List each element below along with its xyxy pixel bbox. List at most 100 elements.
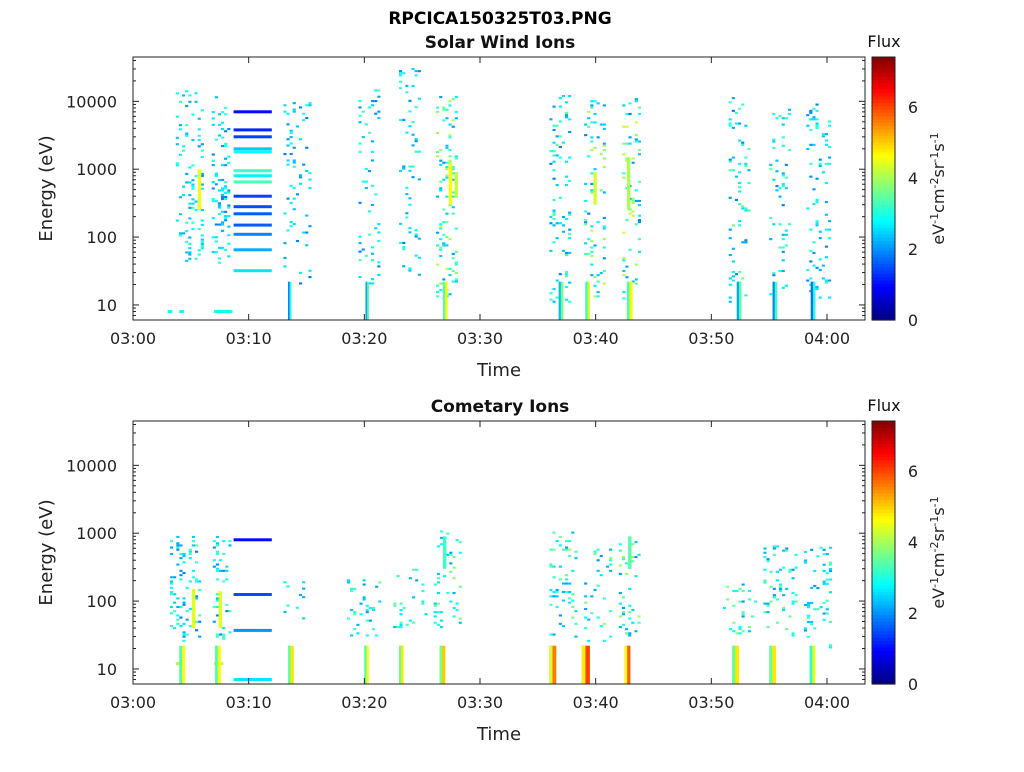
colorbar-step <box>872 267 895 272</box>
flux-cell <box>367 131 371 134</box>
flux-cell <box>565 116 569 119</box>
colorbar-step <box>872 237 895 242</box>
flux-cell <box>170 552 174 555</box>
flux-cell <box>414 140 418 143</box>
flux-cell <box>782 609 786 612</box>
flux-cell <box>772 223 776 226</box>
colorbar-step <box>872 280 895 285</box>
colorbar-step <box>872 80 895 84</box>
flux-cell <box>454 263 458 266</box>
flux-cell <box>561 582 565 585</box>
flux-cell <box>215 597 219 600</box>
flux-cell <box>228 610 232 613</box>
flux-cell <box>173 576 177 579</box>
flux-cell <box>173 610 177 613</box>
colorbar-step <box>872 303 895 308</box>
flux-cell <box>185 633 189 636</box>
flux-cell <box>791 592 795 595</box>
flux-cell <box>182 145 186 148</box>
colorbar-step <box>872 529 895 534</box>
flux-cell <box>590 136 594 139</box>
flux-cell <box>766 560 770 563</box>
y-tick-label: 100 <box>86 228 117 247</box>
flux-cell <box>446 592 450 595</box>
flux-cell <box>828 120 832 123</box>
colorbar-step <box>872 178 895 183</box>
flux-cell <box>396 575 400 578</box>
flux-low-energy <box>439 645 446 684</box>
flux-cell <box>568 211 572 214</box>
flux-cell <box>211 117 215 120</box>
flux-cell <box>448 161 452 164</box>
flux-cell <box>215 633 219 636</box>
flux-cell <box>215 567 219 570</box>
flux-cell <box>215 578 219 581</box>
flux-cell <box>191 138 195 141</box>
colorbar-step <box>872 96 895 101</box>
colorbar-step <box>872 463 895 468</box>
flux-cell <box>292 186 296 189</box>
colorbar-step <box>872 522 895 527</box>
flux-cell <box>825 582 829 585</box>
flux-cell <box>179 569 183 572</box>
colorbar-step <box>872 296 895 301</box>
flux-cell <box>784 163 788 166</box>
flux-cell <box>824 256 828 259</box>
colorbar-step <box>872 287 895 292</box>
flux-cell <box>747 181 751 184</box>
flux-cell <box>637 106 641 109</box>
flux-cell <box>731 109 735 112</box>
flux-cell <box>454 227 458 230</box>
flux-cell <box>451 212 455 215</box>
flux-low-energy <box>365 281 368 320</box>
flux-cell <box>308 104 312 107</box>
flux-cell <box>568 228 572 231</box>
flux-streak <box>628 536 632 569</box>
flux-cell <box>365 609 369 612</box>
colorbar-step <box>872 129 895 134</box>
colorbar-step <box>872 644 895 649</box>
flux-cell <box>781 144 785 147</box>
flux-cell <box>194 100 198 103</box>
flux-low-energy <box>736 281 739 320</box>
colorbar-step <box>872 493 895 498</box>
flux-cell <box>408 203 412 206</box>
flux-cell <box>200 242 204 245</box>
colorbar-step <box>872 152 895 157</box>
flux-cell <box>412 568 416 571</box>
flux-cell <box>195 629 199 632</box>
flux-cell <box>194 208 198 211</box>
flux-cell <box>807 606 811 609</box>
flux-cell <box>405 623 409 626</box>
flux-cell <box>637 221 641 224</box>
flux-cell <box>747 169 751 172</box>
flux-cell <box>198 588 202 591</box>
flux-cell <box>458 551 462 554</box>
flux-cell <box>741 143 745 146</box>
flux-band <box>233 174 272 178</box>
flux-cell <box>188 625 192 628</box>
flux-cell <box>222 540 226 543</box>
flux-cell <box>815 222 819 225</box>
flux-cell <box>185 586 189 589</box>
colorbar-step <box>872 430 895 435</box>
flux-band <box>214 310 233 313</box>
flux-cell <box>590 191 594 194</box>
flux-cell <box>769 216 773 219</box>
flux-cell <box>365 634 369 637</box>
flux-cell <box>785 587 789 590</box>
flux-cell <box>179 605 183 608</box>
flux-cell <box>558 120 562 123</box>
flux-cell <box>439 223 443 226</box>
flux-cell <box>812 241 816 244</box>
flux-cell <box>815 224 819 227</box>
flux-cell <box>182 635 186 638</box>
flux-cell <box>364 254 368 257</box>
flux-cell <box>182 597 186 600</box>
flux-cell <box>561 249 565 252</box>
flux-cell <box>791 632 795 635</box>
flux-cell <box>818 268 822 271</box>
flux-band <box>233 135 272 139</box>
flux-cell <box>819 546 823 549</box>
flux-cell <box>305 170 309 173</box>
